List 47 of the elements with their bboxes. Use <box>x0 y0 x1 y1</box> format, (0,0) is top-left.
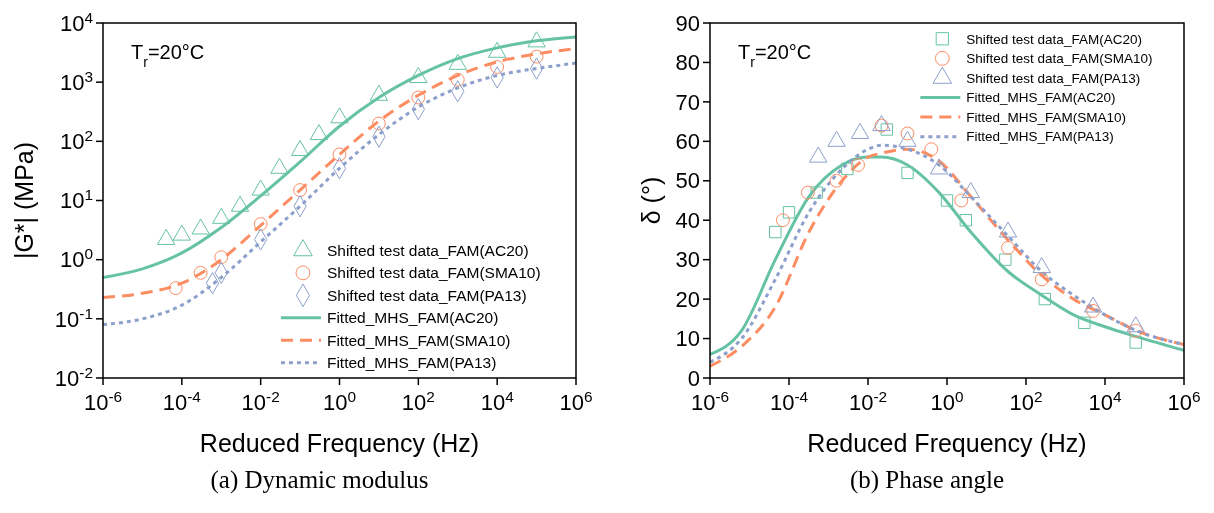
y-tick-label: 10$^{2}$ <box>59 126 93 155</box>
text: (a) Dynamic modulus <box>210 466 429 494</box>
x-tick-label: 10$^{0}$ <box>322 387 357 415</box>
y-tick-label: 70 <box>675 89 700 115</box>
x-tick-label: 10$^{0}$ <box>930 387 964 415</box>
legend-label: Shifted test data_FAM(AC20) <box>966 31 1142 47</box>
y-tick-label: 10$^{1}$ <box>59 185 93 214</box>
x-tick-label: 10$^{-4}$ <box>769 387 809 415</box>
annotation: T$_{r}$=20°C <box>738 41 812 70</box>
x-tick-label: 10$^{-4}$ <box>162 387 202 415</box>
x-tick-label: 10$^{-2}$ <box>848 387 888 415</box>
x-tick-label: 10$^{6}$ <box>559 387 593 415</box>
legend-label: Fitted_MHS_FAM(AC20) <box>966 90 1116 106</box>
x-axis-title: Reduced Frequency (Hz) <box>807 429 1087 457</box>
x-tick-label: 10$^{2}$ <box>401 387 435 415</box>
legend-label: Fitted_MHS_FAM(PA13) <box>326 354 497 372</box>
legend-label: Shifted test data_FAM(PA13) <box>966 70 1141 86</box>
annotation: T$_{r}$=20°C <box>131 41 205 70</box>
y-tick-label: 60 <box>675 129 700 155</box>
x-tick-label: 10$^{4}$ <box>480 387 515 415</box>
legend-label: Fitted_MHS_FAM(AC20) <box>326 309 499 327</box>
y-tick-label: 80 <box>675 50 700 76</box>
legend-label: Shifted test data_FAM(SMA10) <box>966 51 1153 67</box>
y-tick-label: 40 <box>675 207 700 233</box>
y-axis-title: |G*| (MPa) <box>10 141 38 260</box>
legend-label: Fitted_MHS_FAM(PA13) <box>966 129 1114 145</box>
x-tick-label: 10$^{4}$ <box>1088 387 1122 415</box>
y-tick-label: 10$^{3}$ <box>59 67 93 95</box>
legend-label: Fitted_MHS_FAM(SMA10) <box>326 331 511 349</box>
legend-label: Fitted_MHS_FAM(SMA10) <box>966 109 1127 125</box>
y-tick-label: 50 <box>675 168 700 194</box>
y-tick-label: 90 <box>675 10 700 36</box>
y-tick-label: 10$^{-1}$ <box>54 304 93 332</box>
y-tick-label: 30 <box>675 247 700 273</box>
y-tick-label: 10 <box>675 326 700 352</box>
legend-label: Shifted test data_FAM(PA13) <box>326 286 527 304</box>
y-axis-title: δ (°) <box>637 176 665 225</box>
x-tick-label: 10$^{6}$ <box>1167 387 1201 415</box>
text: (b) Phase angle <box>849 466 1005 494</box>
y-tick-label: 10$^{0}$ <box>59 244 93 273</box>
y-tick-label: 10$^{4}$ <box>59 8 94 36</box>
legend-label: Shifted test data_FAM(SMA10) <box>326 264 541 282</box>
x-axis-title: Reduced Frequency (Hz) <box>199 429 480 457</box>
x-tick-label: 10$^{-2}$ <box>241 387 280 415</box>
y-tick-label: 20 <box>675 286 700 312</box>
legend-label: Shifted test data_FAM(AC20) <box>326 241 529 259</box>
x-tick-label: 10$^{2}$ <box>1009 387 1043 415</box>
